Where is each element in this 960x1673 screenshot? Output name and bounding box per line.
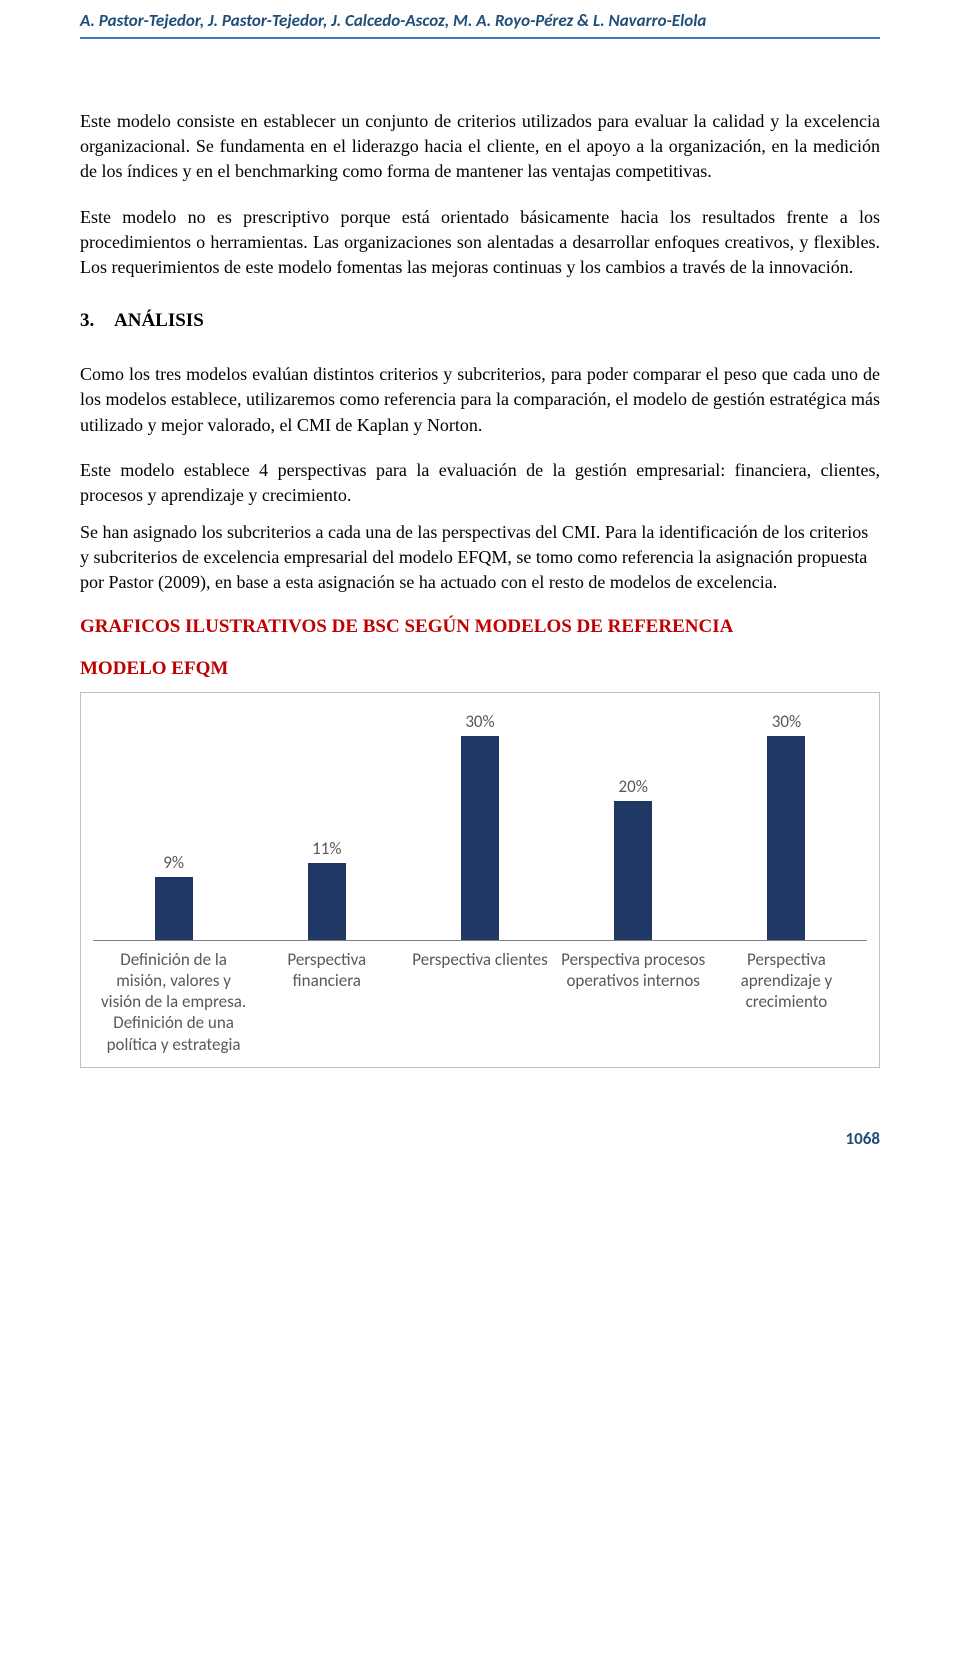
- chart-bar: [461, 736, 499, 940]
- chart-bar-value: 30%: [465, 711, 494, 732]
- analysis-p3: Se han asignado los subcriterios a cada …: [80, 520, 880, 596]
- efqm-bar-chart: 9% 11% 30% 20% 30% Definición de la misión, …: [80, 692, 880, 1068]
- chart-bar-value: 20%: [619, 776, 648, 797]
- chart-bar-column: 20%: [557, 711, 710, 940]
- chart-category-label: Perspectiva clientes: [403, 949, 556, 1055]
- chart-category-label: Perspectiva procesos operativos internos: [557, 949, 710, 1055]
- chart-bar-value: 11%: [312, 838, 341, 859]
- chart-category-label: Perspectiva aprendizaje y crecimiento: [710, 949, 863, 1055]
- chart-plot-area: 9% 11% 30% 20% 30%: [93, 711, 867, 941]
- chart-bar: [614, 801, 652, 940]
- chart-bar-value: 30%: [772, 711, 801, 732]
- chart-labels-row: Definición de la misión, valores y visió…: [93, 941, 867, 1055]
- paragraph-intro-2: Este modelo no es prescriptivo porque es…: [80, 205, 880, 281]
- chart-bar: [767, 736, 805, 940]
- chart-bar: [155, 877, 193, 939]
- chart-category-label: Definición de la misión, valores y visió…: [97, 949, 250, 1055]
- chart-bar-column: 9%: [97, 711, 250, 940]
- page: A. Pastor-Tejedor, J. Pastor-Tejedor, J.…: [0, 0, 960, 1189]
- analysis-p2: Este modelo establece 4 perspectivas par…: [80, 458, 880, 508]
- heading-modelo: MODELO EFQM: [80, 658, 880, 680]
- page-number: 1068: [80, 1128, 880, 1149]
- section-title: ANÁLISIS: [114, 310, 204, 332]
- analysis-p1: Como los tres modelos evalúan distintos …: [80, 362, 880, 438]
- paragraph-intro-1: Este modelo consiste en establecer un co…: [80, 109, 880, 185]
- chart-bar-value: 9%: [163, 852, 184, 873]
- chart-bar-column: 30%: [403, 711, 556, 940]
- header-authors: A. Pastor-Tejedor, J. Pastor-Tejedor, J.…: [80, 0, 880, 39]
- chart-bar-column: 11%: [250, 711, 403, 940]
- chart-category-label: Perspectiva financiera: [250, 949, 403, 1055]
- heading-graficos: GRAFICOS ILUSTRATIVOS DE BSC SEGÚN MODEL…: [80, 616, 880, 638]
- section-number: 3.: [80, 310, 114, 332]
- chart-bar-column: 30%: [710, 711, 863, 940]
- section-heading: 3. ANÁLISIS: [80, 310, 880, 332]
- chart-bar: [308, 863, 346, 939]
